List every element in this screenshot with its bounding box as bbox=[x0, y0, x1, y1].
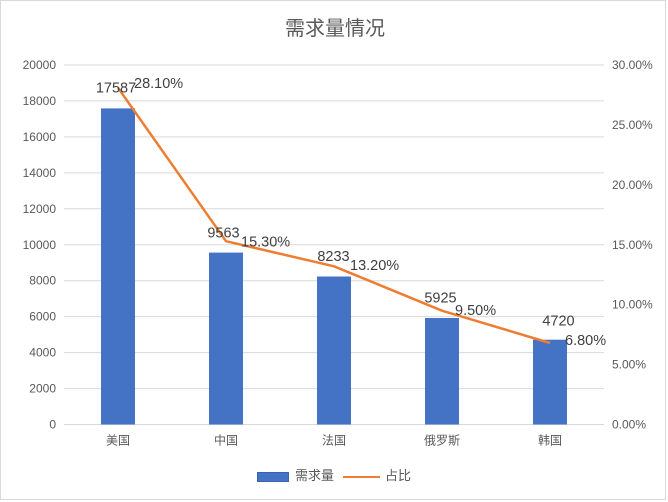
svg-text:5.00%: 5.00% bbox=[612, 358, 646, 372]
svg-text:0.00%: 0.00% bbox=[612, 418, 646, 432]
svg-text:8000: 8000 bbox=[29, 274, 56, 288]
svg-text:15.00%: 15.00% bbox=[612, 238, 653, 252]
svg-text:6.80%: 6.80% bbox=[565, 333, 606, 349]
svg-text:16000: 16000 bbox=[23, 130, 57, 144]
svg-text:28.10%: 28.10% bbox=[134, 76, 183, 92]
svg-text:中国: 中国 bbox=[214, 433, 238, 448]
svg-text:9563: 9563 bbox=[207, 225, 239, 241]
svg-text:6000: 6000 bbox=[29, 310, 56, 324]
svg-text:10000: 10000 bbox=[23, 238, 57, 252]
svg-text:美国: 美国 bbox=[106, 434, 130, 448]
svg-text:4720: 4720 bbox=[542, 314, 574, 330]
svg-text:10.00%: 10.00% bbox=[612, 298, 653, 312]
svg-text:17587: 17587 bbox=[96, 81, 136, 97]
svg-text:13.20%: 13.20% bbox=[350, 258, 399, 274]
svg-text:14000: 14000 bbox=[23, 166, 57, 180]
svg-text:俄罗斯: 俄罗斯 bbox=[424, 434, 460, 448]
svg-text:0: 0 bbox=[49, 418, 56, 432]
svg-text:5925: 5925 bbox=[424, 291, 456, 307]
svg-text:8233: 8233 bbox=[317, 249, 349, 265]
svg-text:12000: 12000 bbox=[23, 202, 57, 216]
svg-text:25.00%: 25.00% bbox=[612, 118, 653, 132]
svg-text:2000: 2000 bbox=[29, 382, 56, 396]
svg-text:15.30%: 15.30% bbox=[241, 235, 290, 251]
svg-text:18000: 18000 bbox=[23, 94, 57, 108]
svg-text:20.00%: 20.00% bbox=[612, 178, 653, 192]
svg-text:韩国: 韩国 bbox=[538, 433, 562, 448]
svg-text:30.00%: 30.00% bbox=[612, 58, 653, 72]
svg-text:9.50%: 9.50% bbox=[455, 303, 496, 319]
svg-text:法国: 法国 bbox=[322, 434, 346, 448]
svg-text:20000: 20000 bbox=[23, 58, 57, 72]
svg-text:4000: 4000 bbox=[29, 346, 56, 360]
